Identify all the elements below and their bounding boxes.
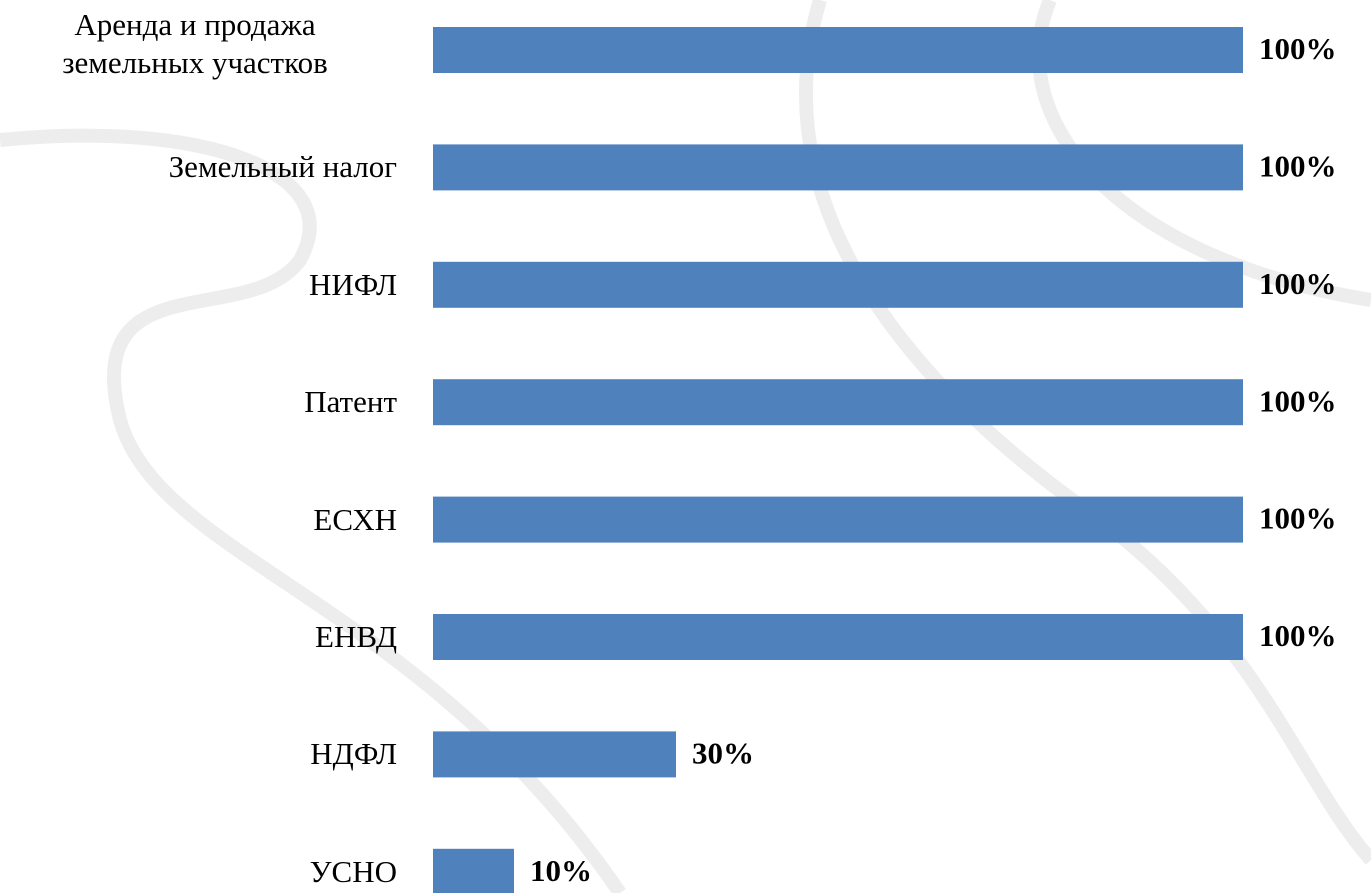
category-label: Патент <box>304 384 397 420</box>
value-label: 100% <box>1259 31 1337 66</box>
bar <box>433 379 1243 426</box>
bar <box>433 27 1243 73</box>
bar <box>433 848 514 893</box>
bg-swirl <box>799 0 1371 865</box>
category-label: Земельный налог <box>168 149 397 185</box>
category-label: ЕСХН <box>313 501 397 537</box>
bar <box>433 614 1243 660</box>
value-label: 100% <box>1259 266 1337 301</box>
bg-swirl <box>0 128 626 893</box>
bar <box>433 144 1243 191</box>
category-label: ЕНВД <box>315 619 397 655</box>
bar <box>433 731 676 778</box>
category-label: Аренда и продажа земельных участков <box>62 7 328 80</box>
category-label: НИФЛ <box>309 266 397 302</box>
category-label: УСНО <box>309 853 397 889</box>
bar <box>433 261 1243 308</box>
value-label: 100% <box>1259 501 1337 536</box>
value-label: 100% <box>1259 149 1337 184</box>
value-label: 10% <box>530 853 592 888</box>
bar <box>433 496 1243 543</box>
value-label: 100% <box>1259 383 1337 418</box>
category-label: НДФЛ <box>310 736 397 772</box>
value-label: 100% <box>1259 618 1337 653</box>
value-label: 30% <box>692 736 754 771</box>
